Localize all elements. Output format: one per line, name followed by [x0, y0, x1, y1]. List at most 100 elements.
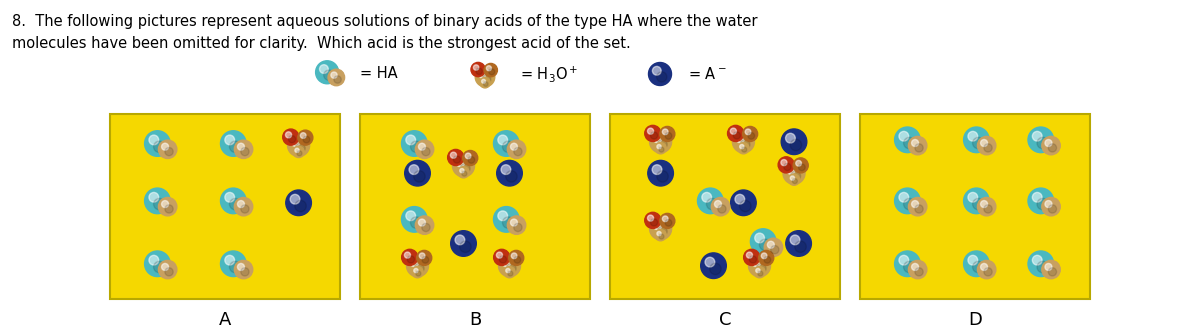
Circle shape: [658, 226, 667, 236]
Circle shape: [473, 65, 479, 70]
Circle shape: [498, 211, 508, 221]
Circle shape: [914, 268, 923, 276]
Circle shape: [419, 219, 426, 226]
Circle shape: [662, 216, 668, 222]
Circle shape: [149, 135, 158, 145]
Circle shape: [904, 261, 916, 273]
Circle shape: [786, 133, 796, 143]
Circle shape: [701, 253, 726, 279]
Circle shape: [514, 257, 521, 263]
Circle shape: [164, 147, 173, 156]
Circle shape: [718, 205, 726, 213]
Circle shape: [754, 267, 766, 278]
Circle shape: [154, 141, 166, 153]
Circle shape: [1032, 255, 1042, 265]
Circle shape: [984, 268, 992, 276]
Circle shape: [1045, 264, 1052, 271]
Circle shape: [510, 143, 517, 150]
Text: molecules have been omitted for clarity.  Which acid is the strongest acid of th: molecules have been omitted for clarity.…: [12, 36, 631, 51]
Circle shape: [402, 131, 427, 156]
Circle shape: [782, 162, 805, 184]
Circle shape: [409, 165, 419, 174]
Circle shape: [781, 129, 806, 155]
Circle shape: [734, 194, 745, 204]
Circle shape: [650, 219, 658, 226]
Circle shape: [288, 136, 295, 143]
Circle shape: [229, 198, 241, 210]
Circle shape: [158, 140, 176, 159]
Circle shape: [760, 239, 770, 250]
Circle shape: [221, 251, 246, 277]
Circle shape: [732, 131, 755, 153]
Circle shape: [499, 256, 506, 263]
Circle shape: [1045, 200, 1052, 207]
Circle shape: [793, 158, 809, 173]
Circle shape: [415, 140, 433, 159]
Circle shape: [964, 251, 989, 277]
Circle shape: [767, 241, 774, 248]
Circle shape: [466, 153, 470, 159]
Circle shape: [791, 171, 800, 181]
Circle shape: [162, 264, 168, 271]
FancyBboxPatch shape: [110, 114, 340, 299]
Circle shape: [419, 143, 426, 150]
Circle shape: [758, 250, 774, 266]
Circle shape: [415, 216, 433, 234]
Circle shape: [1028, 127, 1054, 153]
Circle shape: [786, 231, 811, 256]
Circle shape: [498, 255, 521, 277]
Circle shape: [238, 200, 245, 207]
Circle shape: [455, 235, 464, 245]
Circle shape: [422, 257, 428, 263]
Circle shape: [1049, 205, 1056, 213]
Circle shape: [234, 197, 253, 216]
Circle shape: [334, 76, 341, 83]
Circle shape: [164, 268, 173, 276]
Text: = A$^-$: = A$^-$: [688, 66, 726, 82]
Circle shape: [770, 245, 779, 254]
Circle shape: [486, 66, 492, 71]
Circle shape: [224, 135, 234, 145]
Circle shape: [460, 241, 472, 253]
Circle shape: [659, 234, 664, 239]
Circle shape: [899, 255, 908, 265]
Circle shape: [419, 253, 425, 259]
Circle shape: [739, 200, 751, 212]
Circle shape: [652, 165, 662, 174]
Circle shape: [479, 70, 486, 78]
FancyBboxPatch shape: [860, 114, 1090, 299]
Circle shape: [656, 145, 661, 149]
Circle shape: [404, 252, 410, 258]
Circle shape: [1049, 268, 1056, 276]
Circle shape: [904, 198, 916, 210]
Circle shape: [295, 200, 306, 212]
Circle shape: [234, 260, 253, 279]
Circle shape: [331, 72, 337, 78]
Circle shape: [1049, 144, 1056, 152]
Circle shape: [460, 169, 464, 173]
Circle shape: [764, 257, 770, 263]
Circle shape: [984, 144, 992, 152]
Circle shape: [503, 141, 514, 153]
Circle shape: [238, 143, 245, 150]
Text: = HA: = HA: [360, 66, 397, 81]
Circle shape: [224, 255, 234, 265]
Circle shape: [456, 159, 464, 167]
Circle shape: [714, 200, 721, 207]
Circle shape: [508, 216, 526, 234]
Circle shape: [158, 197, 176, 216]
Circle shape: [505, 269, 510, 273]
Circle shape: [286, 132, 292, 138]
Circle shape: [980, 140, 988, 147]
FancyBboxPatch shape: [610, 114, 840, 299]
Circle shape: [410, 259, 419, 267]
Circle shape: [650, 132, 658, 139]
Circle shape: [164, 205, 173, 213]
Circle shape: [912, 140, 918, 147]
Circle shape: [298, 130, 313, 145]
Text: A: A: [218, 311, 232, 329]
Circle shape: [145, 131, 170, 156]
Circle shape: [764, 238, 782, 257]
Circle shape: [744, 249, 760, 266]
Circle shape: [503, 217, 514, 228]
